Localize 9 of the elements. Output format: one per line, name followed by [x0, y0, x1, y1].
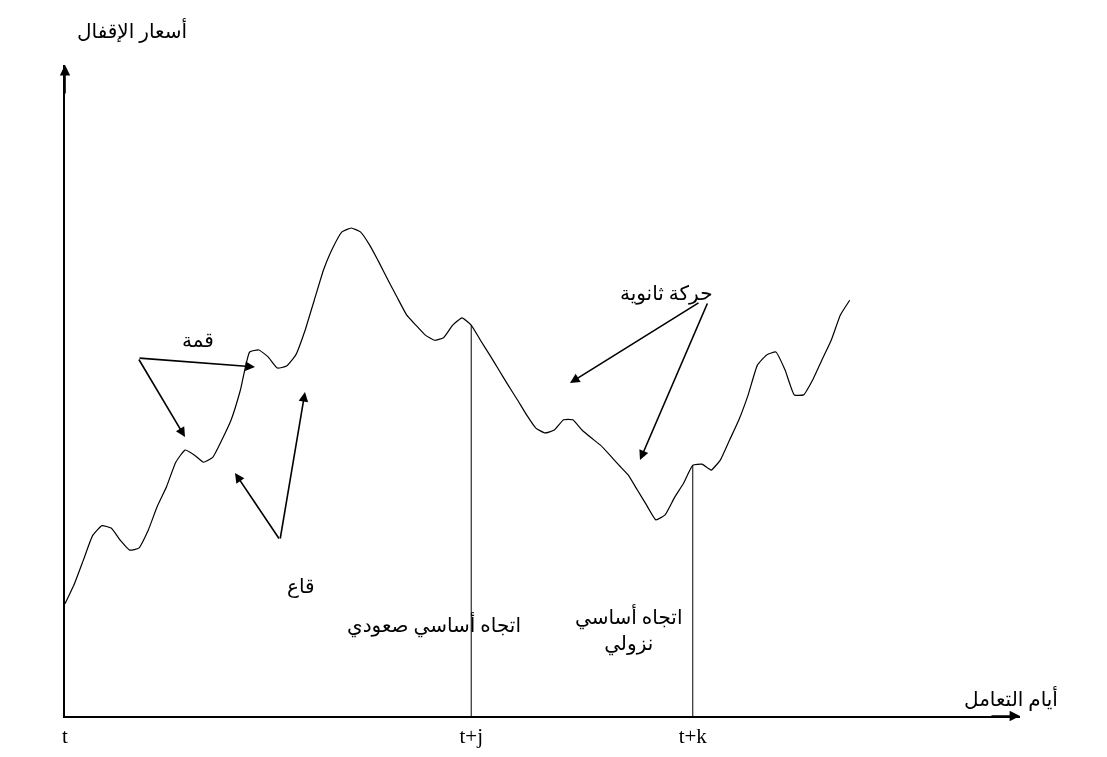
x-tick-label: t+j: [459, 723, 483, 748]
text: أيام التعامل: [964, 686, 1058, 711]
annotation: قاع: [287, 575, 315, 598]
x-tick-label: t+k: [678, 723, 708, 748]
annotation: اتجاه أساسي نزولي: [575, 604, 683, 656]
x-tick-label: t: [62, 723, 69, 748]
annotation: قمة: [182, 329, 214, 351]
text: أسعار الإقفال: [77, 18, 187, 43]
annotation: حركة ثانوية: [620, 282, 713, 305]
